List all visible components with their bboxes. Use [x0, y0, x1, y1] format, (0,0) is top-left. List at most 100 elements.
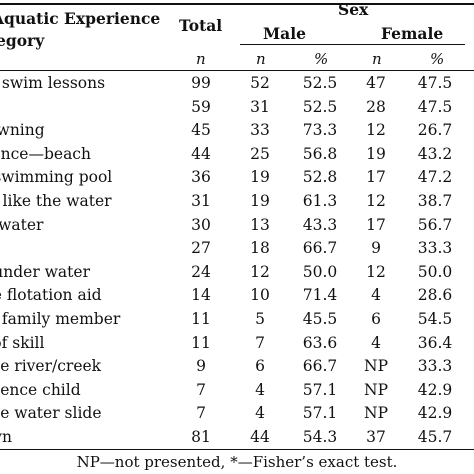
female-pct-header: % — [430, 50, 445, 68]
female-n-cell: 12 — [366, 192, 386, 210]
male-pct-cell: 54.3 — [302, 428, 338, 446]
total-cell: 59 — [191, 97, 211, 116]
male-n-cell: 52 — [250, 74, 270, 92]
sex-header: Sex — [338, 0, 369, 19]
total-cell: 9 — [196, 357, 206, 376]
male-pct-cell: 63.6 — [302, 333, 338, 352]
category-cell: rience river/creek — [0, 357, 102, 376]
female-pct-cell: 28.6 — [417, 286, 453, 305]
category-cell: ack of skill — [0, 333, 45, 352]
male-pct-cell: 52.8 — [302, 168, 338, 187]
male-pct-cell: 56.8 — [302, 144, 338, 163]
female-n-cell: 47 — [366, 74, 386, 92]
table-row: ead under water 24 12 50.0 12 50.0 — [0, 261, 474, 284]
header-bottom-rule — [0, 70, 474, 71]
table-row: ience flotation aid 14 10 71.4 4 28.6 — [0, 284, 474, 307]
male-n-cell: 25 — [250, 144, 270, 163]
female-pct-cell: 36.4 — [417, 333, 453, 352]
table-row: leep water 30 13 43.3 17 56.7 — [0, 214, 474, 237]
category-cell: ence family member — [0, 310, 121, 328]
category-header-line1: Aquatic Experience — [0, 9, 161, 28]
female-header: Female — [381, 24, 444, 43]
female-n-cell: 19 — [366, 144, 386, 163]
female-n-cell: 28 — [366, 97, 386, 116]
male-pct-cell: 50.0 — [302, 262, 338, 281]
category-cell: rience water slide — [0, 404, 102, 423]
male-pct-cell: 61.3 — [302, 192, 338, 210]
total-cell: 11 — [191, 333, 211, 352]
male-pct-cell: 73.3 — [302, 121, 338, 140]
female-n-header: n — [372, 50, 382, 68]
total-cell: 31 — [191, 192, 211, 210]
male-n-cell: 18 — [250, 239, 270, 258]
table-row: known 81 44 54.3 37 45.7 — [0, 426, 474, 449]
female-n-cell: NP — [364, 357, 388, 376]
table-top-rule — [0, 3, 474, 5]
table-row: l drowning 45 33 73.3 12 26.7 — [0, 119, 474, 142]
male-pct-cell: 43.3 — [302, 215, 338, 234]
table-row: ack of skill 11 7 63.6 4 36.4 — [0, 332, 474, 355]
table-row: esn't like the water 31 19 61.3 12 38.7 — [0, 190, 474, 213]
male-n-cell: 13 — [250, 215, 270, 234]
total-cell: 81 — [191, 428, 211, 446]
female-n-cell: 37 — [366, 428, 386, 446]
female-n-cell: 12 — [366, 262, 386, 281]
female-n-cell: 6 — [371, 310, 381, 328]
female-pct-cell: 42.9 — [417, 404, 453, 423]
table-footnote: NP—not presented, *—Fisher’s exact test. — [76, 453, 398, 471]
female-pct-cell: 42.9 — [417, 380, 453, 399]
male-pct-header: % — [314, 50, 329, 68]
table-row: rience water slide 7 4 57.1 NP 42.9 — [0, 402, 474, 425]
male-n-cell: 31 — [250, 97, 270, 116]
female-n-cell: 4 — [371, 333, 381, 352]
table-row: ce—swimming pool 36 19 52.8 17 47.2 — [0, 166, 474, 189]
category-cell: l drowning — [0, 121, 45, 140]
category-cell: esn't like the water — [0, 192, 112, 210]
male-n-cell: 19 — [250, 192, 270, 210]
female-pct-cell: 47.2 — [417, 168, 453, 187]
female-pct-cell: 56.7 — [417, 215, 453, 234]
male-pct-cell: 52.5 — [302, 97, 338, 116]
total-cell: 99 — [191, 74, 211, 92]
total-cell: 7 — [196, 380, 206, 399]
table-row: rience river/creek 9 6 66.7 NP 33.3 — [0, 355, 474, 378]
category-cell: leep water — [0, 215, 44, 234]
total-cell: 44 — [191, 144, 211, 163]
male-pct-cell: 45.5 — [302, 310, 338, 328]
female-pct-cell: 33.3 — [417, 357, 453, 376]
table-row: ence swim lessons 99 52 52.5 47 47.5 — [0, 72, 474, 95]
total-cell: 30 — [191, 215, 211, 234]
category-cell: perience—beach — [0, 144, 91, 163]
male-n-cell: 4 — [255, 380, 265, 399]
female-n-cell: 17 — [366, 215, 386, 234]
male-pct-cell: 57.1 — [302, 380, 338, 399]
category-cell: ience flotation aid — [0, 286, 102, 305]
category-cell: ence swim lessons — [0, 74, 106, 92]
female-n-cell: 12 — [366, 121, 386, 140]
category-header-line2: egory — [0, 31, 45, 50]
female-n-cell: NP — [364, 380, 388, 399]
total-cell: 45 — [191, 121, 211, 140]
female-n-cell: 9 — [371, 239, 381, 258]
category-cell: xperience child — [0, 380, 81, 399]
male-n-cell: 4 — [255, 404, 265, 423]
female-pct-cell: 33.3 — [417, 239, 453, 258]
category-cell: ce—swimming pool — [0, 168, 113, 187]
female-n-cell: NP — [364, 404, 388, 423]
total-cell: 14 — [191, 286, 211, 305]
male-n-cell: 44 — [250, 428, 270, 446]
sex-subheader-rule — [240, 44, 465, 45]
male-n-cell: 19 — [250, 168, 270, 187]
category-cell: ead under water — [0, 262, 90, 281]
female-pct-cell: 43.2 — [417, 144, 453, 163]
male-header: Male — [263, 24, 306, 43]
male-n-cell: 5 — [255, 310, 265, 328]
male-pct-cell: 57.1 — [302, 404, 338, 423]
category-cell: known — [0, 428, 12, 446]
female-pct-cell: 38.7 — [417, 192, 453, 210]
male-n-cell: 6 — [255, 357, 265, 376]
male-pct-cell: 66.7 — [302, 357, 338, 376]
female-n-cell: 17 — [366, 168, 386, 187]
